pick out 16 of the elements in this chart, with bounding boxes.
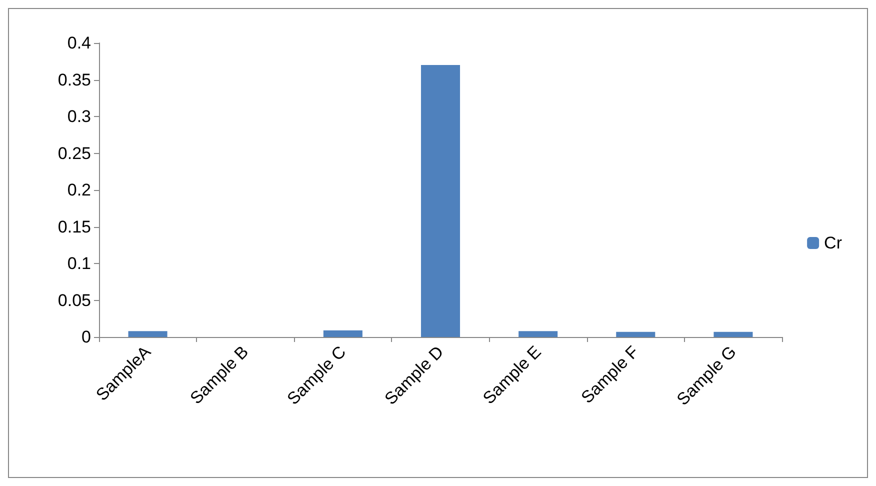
- y-tick-label: 0.1: [67, 254, 91, 273]
- bar: [616, 332, 656, 337]
- y-tick-label: 0.4: [67, 34, 91, 52]
- bar: [714, 332, 753, 337]
- y-tick-label: 0.2: [67, 180, 91, 200]
- y-tick-label: 0.05: [58, 290, 91, 310]
- y-tick-label: 0.3: [67, 107, 91, 126]
- y-tick-label: 0.15: [58, 217, 91, 236]
- y-tick-label: 0.25: [58, 144, 91, 163]
- bar: [323, 330, 362, 337]
- bar: [128, 331, 168, 337]
- bar: [420, 65, 460, 337]
- legend-label: Cr: [824, 234, 842, 252]
- y-tick-label: 0: [82, 328, 91, 346]
- y-tick-label: 0.35: [58, 70, 91, 90]
- bar: [518, 331, 558, 337]
